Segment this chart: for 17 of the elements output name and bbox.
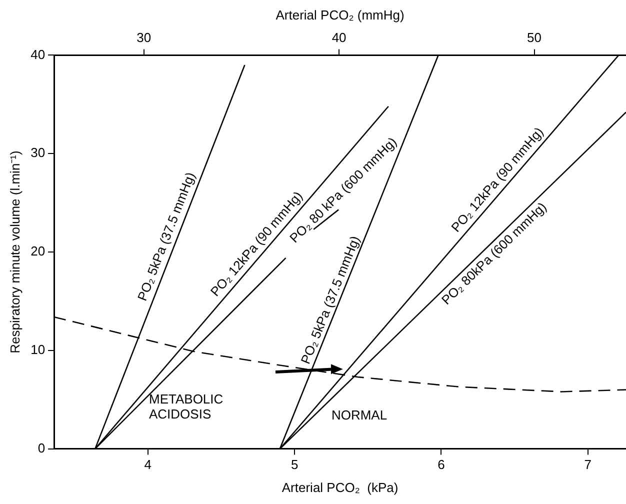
x-tick-label: 4 [144,457,152,472]
annotation: NORMAL [331,407,388,422]
y-axis-title: Respiratory minute volume (l.min⁻¹) [7,150,22,354]
x-tick-label: 7 [584,457,592,472]
y-tick-label: 20 [30,244,46,259]
x2-tick-label: 30 [136,30,152,45]
x-axis-title: Arterial PCO₂ (kPa) [282,480,398,495]
x2-tick-label: 40 [332,30,346,45]
y-tick-label: 40 [30,46,46,62]
y-tick-label: 30 [30,145,46,160]
y-tick-label: 10 [30,342,46,357]
x2-axis-title: Arterial PCO₂ (mmHg) [276,7,404,22]
annotation: METABOLIC ACIDOSIS [149,392,224,422]
y-tick-label: 0 [38,440,46,456]
x2-tick-label: 50 [527,30,542,45]
x-tick-label: 5 [290,457,298,472]
x-tick-label: 6 [438,457,445,472]
